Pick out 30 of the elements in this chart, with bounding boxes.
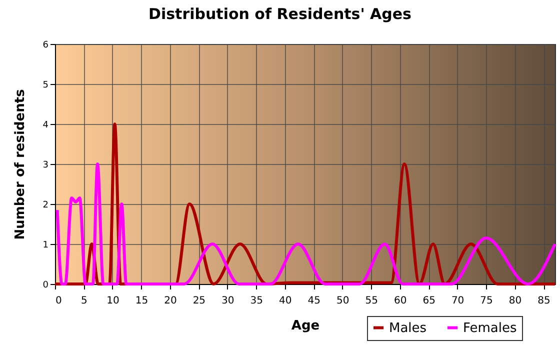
x-tick-label: 10 bbox=[106, 296, 120, 306]
y-axis-title: Number of residents bbox=[12, 88, 28, 240]
x-tick-label: 25 bbox=[192, 296, 206, 306]
x-tick-label: 50 bbox=[336, 296, 350, 306]
x-tick-label: 70 bbox=[451, 296, 464, 306]
x-tick-label: 40 bbox=[279, 296, 292, 306]
x-tick-label: 80 bbox=[508, 296, 522, 306]
x-tick-label: 0 bbox=[56, 296, 62, 306]
x-tick-label: 85 bbox=[538, 296, 550, 306]
x-tick-label: 55 bbox=[365, 296, 378, 306]
x-tick-label: 30 bbox=[222, 296, 234, 306]
x-tick-label: 35 bbox=[250, 296, 264, 306]
x-tick-label: 75 bbox=[480, 296, 493, 306]
x-tick-label: 5 bbox=[81, 296, 88, 306]
x-axis-title: Age bbox=[291, 318, 320, 334]
y-tick-label: 3 bbox=[42, 160, 48, 170]
x-tick-label: 60 bbox=[394, 296, 407, 306]
y-tick-label: 0 bbox=[42, 280, 49, 290]
legend-label: Males bbox=[389, 320, 427, 336]
x-tick-label: 20 bbox=[164, 296, 177, 306]
y-tick-label: 6 bbox=[42, 40, 49, 50]
y-tick-label: 1 bbox=[42, 240, 48, 250]
x-tick-label: 45 bbox=[308, 296, 320, 306]
x-tick-label: 15 bbox=[135, 296, 148, 306]
y-tick-label: 2 bbox=[42, 200, 48, 210]
y-tick-label: 4 bbox=[42, 120, 49, 130]
x-tick-label: 65 bbox=[422, 296, 436, 306]
legend-label: Females bbox=[463, 320, 518, 336]
chart-title: Distribution of Residents' Ages bbox=[148, 5, 412, 23]
y-tick-label: 5 bbox=[42, 80, 48, 90]
